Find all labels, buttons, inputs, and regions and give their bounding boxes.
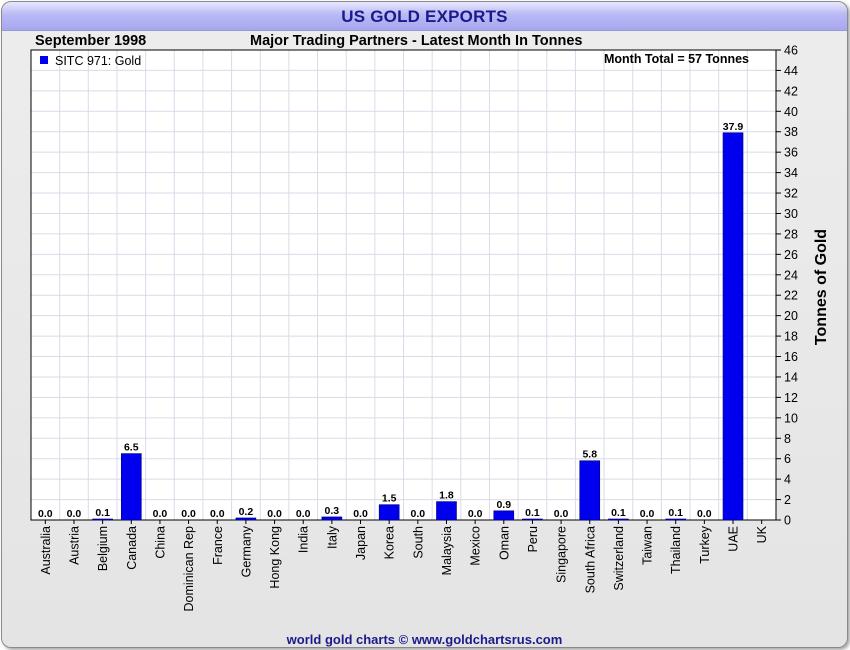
bar: [522, 518, 543, 521]
x-category-label: China: [153, 526, 167, 559]
y-tick-label: 40: [784, 105, 798, 119]
bar-value-label: 0.1: [525, 507, 540, 519]
month-total-annotation: Month Total = 57 Tonnes: [604, 52, 749, 66]
y-tick-label: 22: [784, 289, 798, 303]
y-tick-label: 14: [784, 370, 798, 384]
bar-value-label: 0.9: [496, 499, 511, 511]
x-category-label: Switzerland: [612, 526, 626, 591]
legend-label: SITC 971: Gold: [55, 54, 141, 68]
title-bar: US GOLD EXPORTS: [2, 2, 847, 31]
x-category-label: Japan: [354, 526, 368, 560]
y-tick-label: 6: [784, 452, 791, 466]
x-category-label: Korea: [383, 526, 397, 559]
bar-value-label: 0.1: [668, 507, 683, 519]
y-tick-label: 24: [784, 268, 798, 282]
y-tick-label: 26: [784, 248, 798, 262]
bar-value-label: 0.0: [468, 508, 483, 520]
bar-value-label: 6.5: [124, 442, 139, 454]
x-category-label: Australia: [39, 526, 53, 575]
y-tick-label: 10: [784, 411, 798, 425]
y-tick-label: 18: [784, 330, 798, 344]
y-axis-title: Tonnes of Gold: [813, 229, 830, 345]
bar: [378, 504, 400, 521]
bar-value-label: 0.0: [353, 508, 368, 520]
y-tick-label: 16: [784, 350, 798, 364]
bar-value-label: 1.8: [439, 490, 454, 502]
x-category-label: Turkey: [698, 525, 712, 563]
x-category-label: Peru: [526, 526, 540, 552]
y-tick-label: 36: [784, 146, 798, 160]
bar: [665, 518, 687, 521]
y-tick-label: 12: [784, 391, 798, 405]
x-category-label: Austria: [67, 526, 81, 565]
bar-value-label: 0.1: [611, 507, 626, 519]
x-category-label: Germany: [239, 525, 253, 577]
x-category-label: South Africa: [583, 526, 597, 593]
bar-value-label: 0.1: [95, 507, 110, 519]
x-category-label: Oman: [497, 526, 511, 560]
chart-title: US GOLD EXPORTS: [341, 7, 508, 26]
x-category-label: Malaysia: [440, 526, 454, 575]
date-label: September 1998: [35, 33, 147, 49]
x-category-label: UK: [755, 525, 769, 543]
bar: [436, 501, 457, 521]
x-category-label: South: [411, 526, 425, 559]
bar: [92, 518, 113, 521]
y-tick-label: 2: [784, 493, 791, 507]
bar: [493, 510, 515, 521]
y-tick-label: 38: [784, 125, 798, 139]
bar: [608, 518, 629, 521]
x-category-label: Italy: [325, 525, 339, 549]
y-tick-label: 20: [784, 309, 798, 323]
bar: [579, 460, 601, 521]
bar-value-label: 0.0: [38, 508, 53, 520]
bar: [321, 516, 343, 521]
x-category-label: Canada: [125, 526, 139, 570]
bar-value-label: 0.0: [640, 508, 655, 520]
bar-value-label: 1.5: [382, 493, 397, 505]
x-category-label: Singapore: [555, 526, 569, 583]
x-category-label: Belgium: [96, 526, 110, 571]
y-tick-label: 46: [784, 44, 798, 58]
y-tick-label: 34: [784, 166, 798, 180]
bar-value-label: 0.0: [267, 508, 282, 520]
bar-value-label: 0.0: [296, 508, 311, 520]
x-category-label: France: [211, 526, 225, 565]
bar-value-label: 0.0: [697, 508, 712, 520]
bar-value-label: 0.0: [67, 508, 82, 520]
y-tick-label: 42: [784, 84, 798, 98]
plot-border: [30, 49, 777, 521]
y-tick-label: 32: [784, 187, 798, 201]
bar-value-label: 0.0: [210, 508, 225, 520]
bar-value-label: 0.0: [554, 508, 569, 520]
x-category-label: Mexico: [469, 526, 483, 566]
bar-value-label: 0.0: [181, 508, 196, 520]
bar-value-label: 0.0: [153, 508, 168, 520]
bar-value-label: 0.0: [411, 508, 426, 520]
y-tick-label: 28: [784, 227, 798, 241]
footer-credit: world gold charts © www.goldchartsrus.co…: [286, 632, 563, 647]
x-category-label: Hong Kong: [268, 526, 282, 589]
bar-value-label: 37.9: [723, 121, 744, 133]
legend-swatch: [40, 56, 48, 64]
y-tick-label: 8: [784, 432, 791, 446]
y-tick-label: 4: [784, 473, 791, 487]
chart-subtitle: Major Trading Partners - Latest Month In…: [250, 33, 583, 49]
y-tick-label: 44: [784, 64, 798, 78]
x-category-label: UAE: [727, 526, 741, 552]
bar-value-label: 0.2: [239, 506, 254, 518]
bar: [120, 453, 142, 521]
y-tick-label: 30: [784, 207, 798, 221]
x-category-label: Thailand: [669, 526, 683, 574]
bar-value-label: 0.3: [325, 505, 340, 517]
x-category-label: Taiwan: [641, 526, 655, 565]
x-category-label: Dominican Rep: [182, 526, 196, 612]
y-tick-label: 0: [784, 514, 791, 528]
bar: [235, 517, 257, 521]
x-category-label: India: [297, 526, 311, 553]
bar: [722, 132, 744, 521]
bar-value-label: 5.8: [582, 449, 597, 461]
